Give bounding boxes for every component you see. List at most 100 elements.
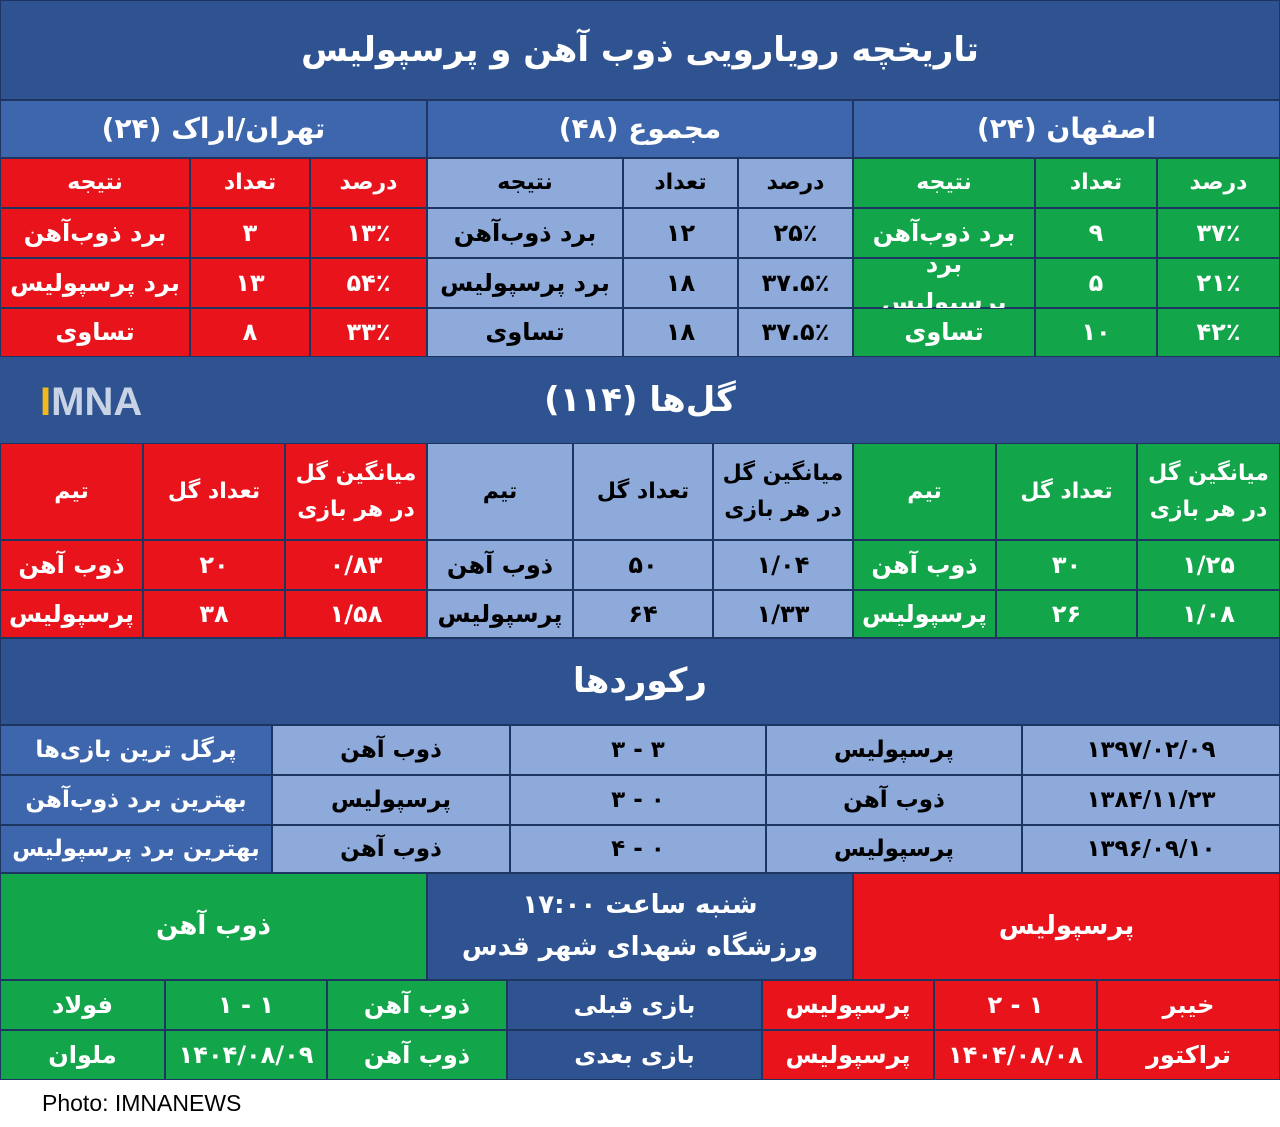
record-cell: ۱۳۹۶/۰۹/۱۰ <box>1022 825 1280 873</box>
record-cell: پرسپولیس <box>766 825 1022 873</box>
column-header: میانگین گل در هر بازی <box>285 443 427 540</box>
goal-cell: ذوب آهن <box>0 540 143 590</box>
goal-cell: پرسپولیس <box>853 590 996 638</box>
result-cell: ۵ <box>1035 258 1157 308</box>
goal-cell: ۰/۸۳ <box>285 540 427 590</box>
record-label: پرگل ترین بازی‌ها <box>0 725 272 775</box>
result-cell: ۱۳٪ <box>310 208 427 258</box>
goal-cell: ۳۰ <box>996 540 1137 590</box>
recent-label: بازی بعدی <box>507 1030 762 1080</box>
goal-cell: ۳۸ <box>143 590 285 638</box>
match-info-line: ورزشگاه شهدای شهر قدس <box>461 931 819 962</box>
column-header: تعداد گل <box>996 443 1137 540</box>
result-cell: تساوی <box>427 308 623 357</box>
record-cell: ذوب آهن <box>272 725 510 775</box>
column-header: تعداد گل <box>573 443 713 540</box>
result-cell: ۳۳٪ <box>310 308 427 357</box>
column-header: میانگین گل در هر بازی <box>1137 443 1280 540</box>
goal-cell: ذوب آهن <box>853 540 996 590</box>
match-info: شنبه ساعت ۱۷:۰۰ ورزشگاه شهدای شهر قدس <box>427 873 853 980</box>
goal-cell: پرسپولیس <box>427 590 573 638</box>
result-cell: تساوی <box>853 308 1035 357</box>
column-header: تعداد <box>1035 158 1157 208</box>
result-cell: ۳۷٪ <box>1157 208 1280 258</box>
record-cell: پرسپولیس <box>272 775 510 825</box>
record-cell: پرسپولیس <box>766 725 1022 775</box>
recent-cell: ۲ - ۱ <box>934 980 1097 1030</box>
column-header: تعداد <box>623 158 738 208</box>
result-cell: ۳ <box>190 208 310 258</box>
goal-cell: ۲۰ <box>143 540 285 590</box>
result-cell: ۸ <box>190 308 310 357</box>
record-cell: ذوب آهن <box>272 825 510 873</box>
recent-cell: پرسپولیس <box>762 1030 934 1080</box>
recent-cell: پرسپولیس <box>762 980 934 1030</box>
result-cell: برد پرسپولیس <box>0 258 190 308</box>
result-cell: برد ذوب‌آهن <box>853 208 1035 258</box>
column-header: تیم <box>853 443 996 540</box>
record-label: بهترین برد پرسپولیس <box>0 825 272 873</box>
goal-cell: ۵۰ <box>573 540 713 590</box>
result-cell: ۳۷.۵٪ <box>738 258 853 308</box>
goal-cell: ۱/۰۴ <box>713 540 853 590</box>
column-header: تعداد <box>190 158 310 208</box>
main-title: تاریخچه رویارویی ذوب آهن و پرسپولیس <box>0 0 1280 100</box>
column-header: درصد <box>738 158 853 208</box>
record-cell: ۴ - ۰ <box>510 825 766 873</box>
result-cell: برد ذوب‌آهن <box>0 208 190 258</box>
result-cell: ۴۲٪ <box>1157 308 1280 357</box>
logo: IMNA <box>40 380 143 424</box>
result-cell: ۱۰ <box>1035 308 1157 357</box>
goals-title: گل‌ها (۱۱۴) <box>0 357 1280 443</box>
recent-cell: ذوب آهن <box>327 1030 507 1080</box>
recent-cell: ۱۴۰۴/۰۸/۰۹ <box>165 1030 327 1080</box>
result-cell: تساوی <box>0 308 190 357</box>
record-cell: ۳ - ۰ <box>510 775 766 825</box>
column-header: نتیجه <box>0 158 190 208</box>
recent-cell: ملوان <box>0 1030 165 1080</box>
recent-cell: ۱۴۰۴/۰۸/۰۸ <box>934 1030 1097 1080</box>
goal-cell: ۱/۵۸ <box>285 590 427 638</box>
home-team: پرسپولیس <box>853 873 1280 980</box>
column-header: نتیجه <box>853 158 1035 208</box>
record-cell: ۱۳۸۴/۱۱/۲۳ <box>1022 775 1280 825</box>
result-cell: ۱۸ <box>623 258 738 308</box>
result-cell: ۲۵٪ <box>738 208 853 258</box>
photo-credit: Photo: IMNANEWS <box>0 1080 1280 1127</box>
column-header: نتیجه <box>427 158 623 208</box>
goal-cell: پرسپولیس <box>0 590 143 638</box>
recent-cell: فولاد <box>0 980 165 1030</box>
group-title: تهران/اراک (۲۴) <box>0 100 427 158</box>
result-cell: ۳۷.۵٪ <box>738 308 853 357</box>
column-header: تعداد گل <box>143 443 285 540</box>
recent-cell: ذوب آهن <box>327 980 507 1030</box>
goal-cell: ذوب آهن <box>427 540 573 590</box>
column-header: تیم <box>0 443 143 540</box>
group-title: مجموع (۴۸) <box>427 100 853 158</box>
recent-label: بازی قبلی <box>507 980 762 1030</box>
result-cell: ۱۲ <box>623 208 738 258</box>
goal-cell: ۲۶ <box>996 590 1137 638</box>
column-header: درصد <box>310 158 427 208</box>
column-header: میانگین گل در هر بازی <box>713 443 853 540</box>
result-cell: ۲۱٪ <box>1157 258 1280 308</box>
result-cell: ۵۴٪ <box>310 258 427 308</box>
result-cell: ۱۳ <box>190 258 310 308</box>
records-title: رکوردها <box>0 638 1280 725</box>
result-cell: ۹ <box>1035 208 1157 258</box>
goal-cell: ۶۴ <box>573 590 713 638</box>
record-cell: ۳ - ۳ <box>510 725 766 775</box>
result-cell: برد پرسپولیس <box>853 250 1035 316</box>
goal-cell: ۱/۳۳ <box>713 590 853 638</box>
goal-cell: ۱/۲۵ <box>1137 540 1280 590</box>
record-label: بهترین برد ذوب‌آهن <box>0 775 272 825</box>
group-title: اصفهان (۲۴) <box>853 100 1280 158</box>
recent-cell: ۱ - ۱ <box>165 980 327 1030</box>
goal-cell: ۱/۰۸ <box>1137 590 1280 638</box>
recent-cell: خیبر <box>1097 980 1280 1030</box>
recent-cell: تراکتور <box>1097 1030 1280 1080</box>
away-team: ذوب آهن <box>0 873 427 980</box>
record-cell: ۱۳۹۷/۰۲/۰۹ <box>1022 725 1280 775</box>
column-header: درصد <box>1157 158 1280 208</box>
